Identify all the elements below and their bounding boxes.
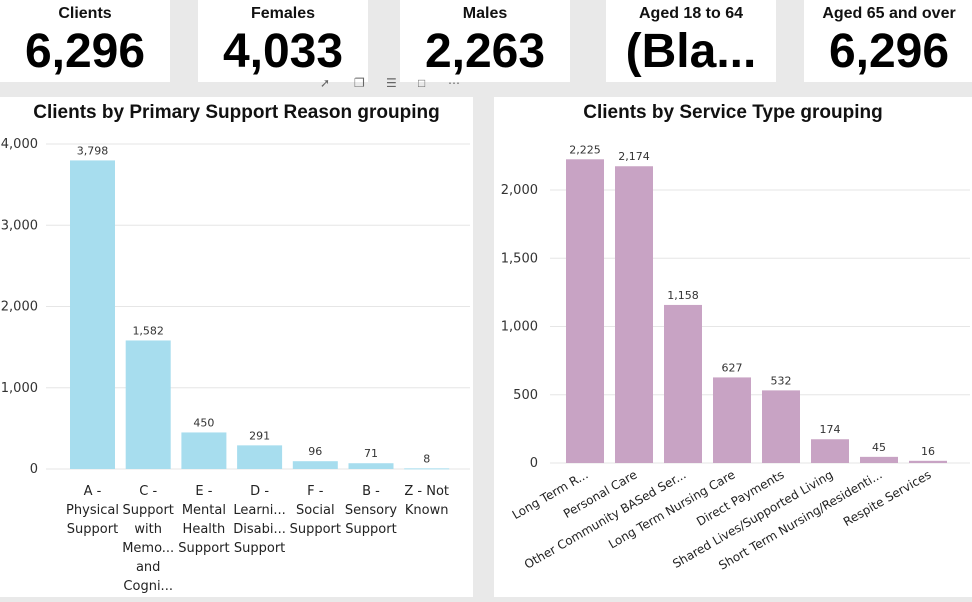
bar[interactable] <box>348 463 394 469</box>
kpi-label: Aged 18 to 64 <box>638 5 744 22</box>
copy-icon[interactable]: ❐ <box>354 76 365 90</box>
bar[interactable] <box>811 439 849 463</box>
kpi-label: Clients <box>58 5 112 22</box>
data-label: 532 <box>771 374 792 387</box>
chart-panel-service-type[interactable]: Clients by Service Type grouping 0 500 1,00… <box>494 97 972 597</box>
data-label: 16 <box>921 445 935 458</box>
x-tick-label: B -Sensory Support <box>345 484 398 537</box>
kpi-label: Aged 65 and over <box>822 5 956 22</box>
chart-title: Clients by Primary Support Reason groupi… <box>33 102 439 123</box>
kpi-value: (Bla... <box>625 25 757 78</box>
bar[interactable] <box>909 460 947 463</box>
x-tick-label: Z - Not Known <box>404 484 449 518</box>
data-label: 450 <box>193 416 214 429</box>
bar[interactable] <box>181 432 227 469</box>
more-icon[interactable]: ⋯ <box>448 76 460 90</box>
focus-icon[interactable]: □ <box>418 76 426 90</box>
bar[interactable] <box>125 340 171 469</box>
pin-icon[interactable]: ➚ <box>320 76 331 90</box>
data-label: 291 <box>249 429 270 442</box>
data-label: 8 <box>423 452 430 465</box>
y-tick-label: 1,000 <box>501 320 538 335</box>
x-tick-label: C -Support with Memo... and Cogni... <box>122 484 174 594</box>
bar[interactable] <box>70 160 115 469</box>
bar[interactable] <box>664 304 702 463</box>
x-tick-label: Respite Services <box>841 467 934 529</box>
data-label: 627 <box>722 361 743 374</box>
bar[interactable] <box>713 377 751 463</box>
data-label: 1,158 <box>667 289 699 302</box>
data-label: 96 <box>308 445 322 458</box>
y-tick-label: 500 <box>513 388 538 403</box>
y-tick-label: 4,000 <box>1 137 38 152</box>
data-label: 1,582 <box>132 324 164 337</box>
filter-icon[interactable]: ☰ <box>386 76 397 90</box>
kpi-card-males[interactable]: Males 2,263 <box>400 0 570 82</box>
chart-panel-primary-support[interactable]: Clients by Primary Support Reason groupi… <box>0 97 473 597</box>
bar[interactable] <box>566 159 604 463</box>
bar[interactable] <box>292 461 338 469</box>
bar[interactable] <box>762 390 800 463</box>
bar[interactable] <box>404 468 450 470</box>
data-label: 2,174 <box>618 150 650 163</box>
x-tick-label: F -Social Support <box>290 484 341 537</box>
bar[interactable] <box>237 445 283 469</box>
bar[interactable] <box>860 456 898 463</box>
x-tick-label: A -Physical Support <box>66 484 119 537</box>
data-label: 3,798 <box>77 144 109 157</box>
x-tick-label: D -Learni... Disabi... Support <box>233 484 286 556</box>
kpi-value: 4,033 <box>222 25 344 78</box>
y-tick-label: 3,000 <box>1 218 38 233</box>
primary-support-chart: Clients by Primary Support Reason groupi… <box>1 102 470 594</box>
kpi-value: 2,263 <box>424 25 546 78</box>
kpi-label: Females <box>250 5 316 22</box>
kpi-card-aged-65-over[interactable]: Aged 65 and over 6,296 <box>804 0 972 82</box>
y-tick-label: 1,000 <box>1 381 38 396</box>
data-label: 71 <box>364 447 378 460</box>
kpi-value: 6,296 <box>828 25 950 78</box>
visual-header-toolbar: ➚ ❐ ☰ □ ⋯ <box>318 76 468 94</box>
y-tick-label: 2,000 <box>1 300 38 315</box>
kpi-label: Males <box>462 5 508 22</box>
y-tick-label: 2,000 <box>501 183 538 198</box>
kpi-card-females[interactable]: Females 4,033 <box>198 0 368 82</box>
kpi-value: 6,296 <box>24 25 146 78</box>
data-label: 2,225 <box>569 143 601 156</box>
kpi-card-aged-18-64[interactable]: Aged 18 to 64 (Bla... <box>606 0 776 82</box>
y-tick-label: 1,500 <box>501 251 538 266</box>
x-tick-label: E -Mental Health Support <box>178 484 229 556</box>
y-tick-label: 0 <box>30 462 38 477</box>
data-label: 174 <box>820 423 841 436</box>
y-tick-label: 0 <box>530 456 538 471</box>
bar[interactable] <box>615 166 653 463</box>
kpi-card-clients[interactable]: Clients 6,296 <box>0 0 170 82</box>
chart-title: Clients by Service Type grouping <box>583 102 883 123</box>
data-label: 45 <box>872 441 886 454</box>
service-type-chart: Clients by Service Type grouping 0 500 1,00… <box>501 102 970 573</box>
